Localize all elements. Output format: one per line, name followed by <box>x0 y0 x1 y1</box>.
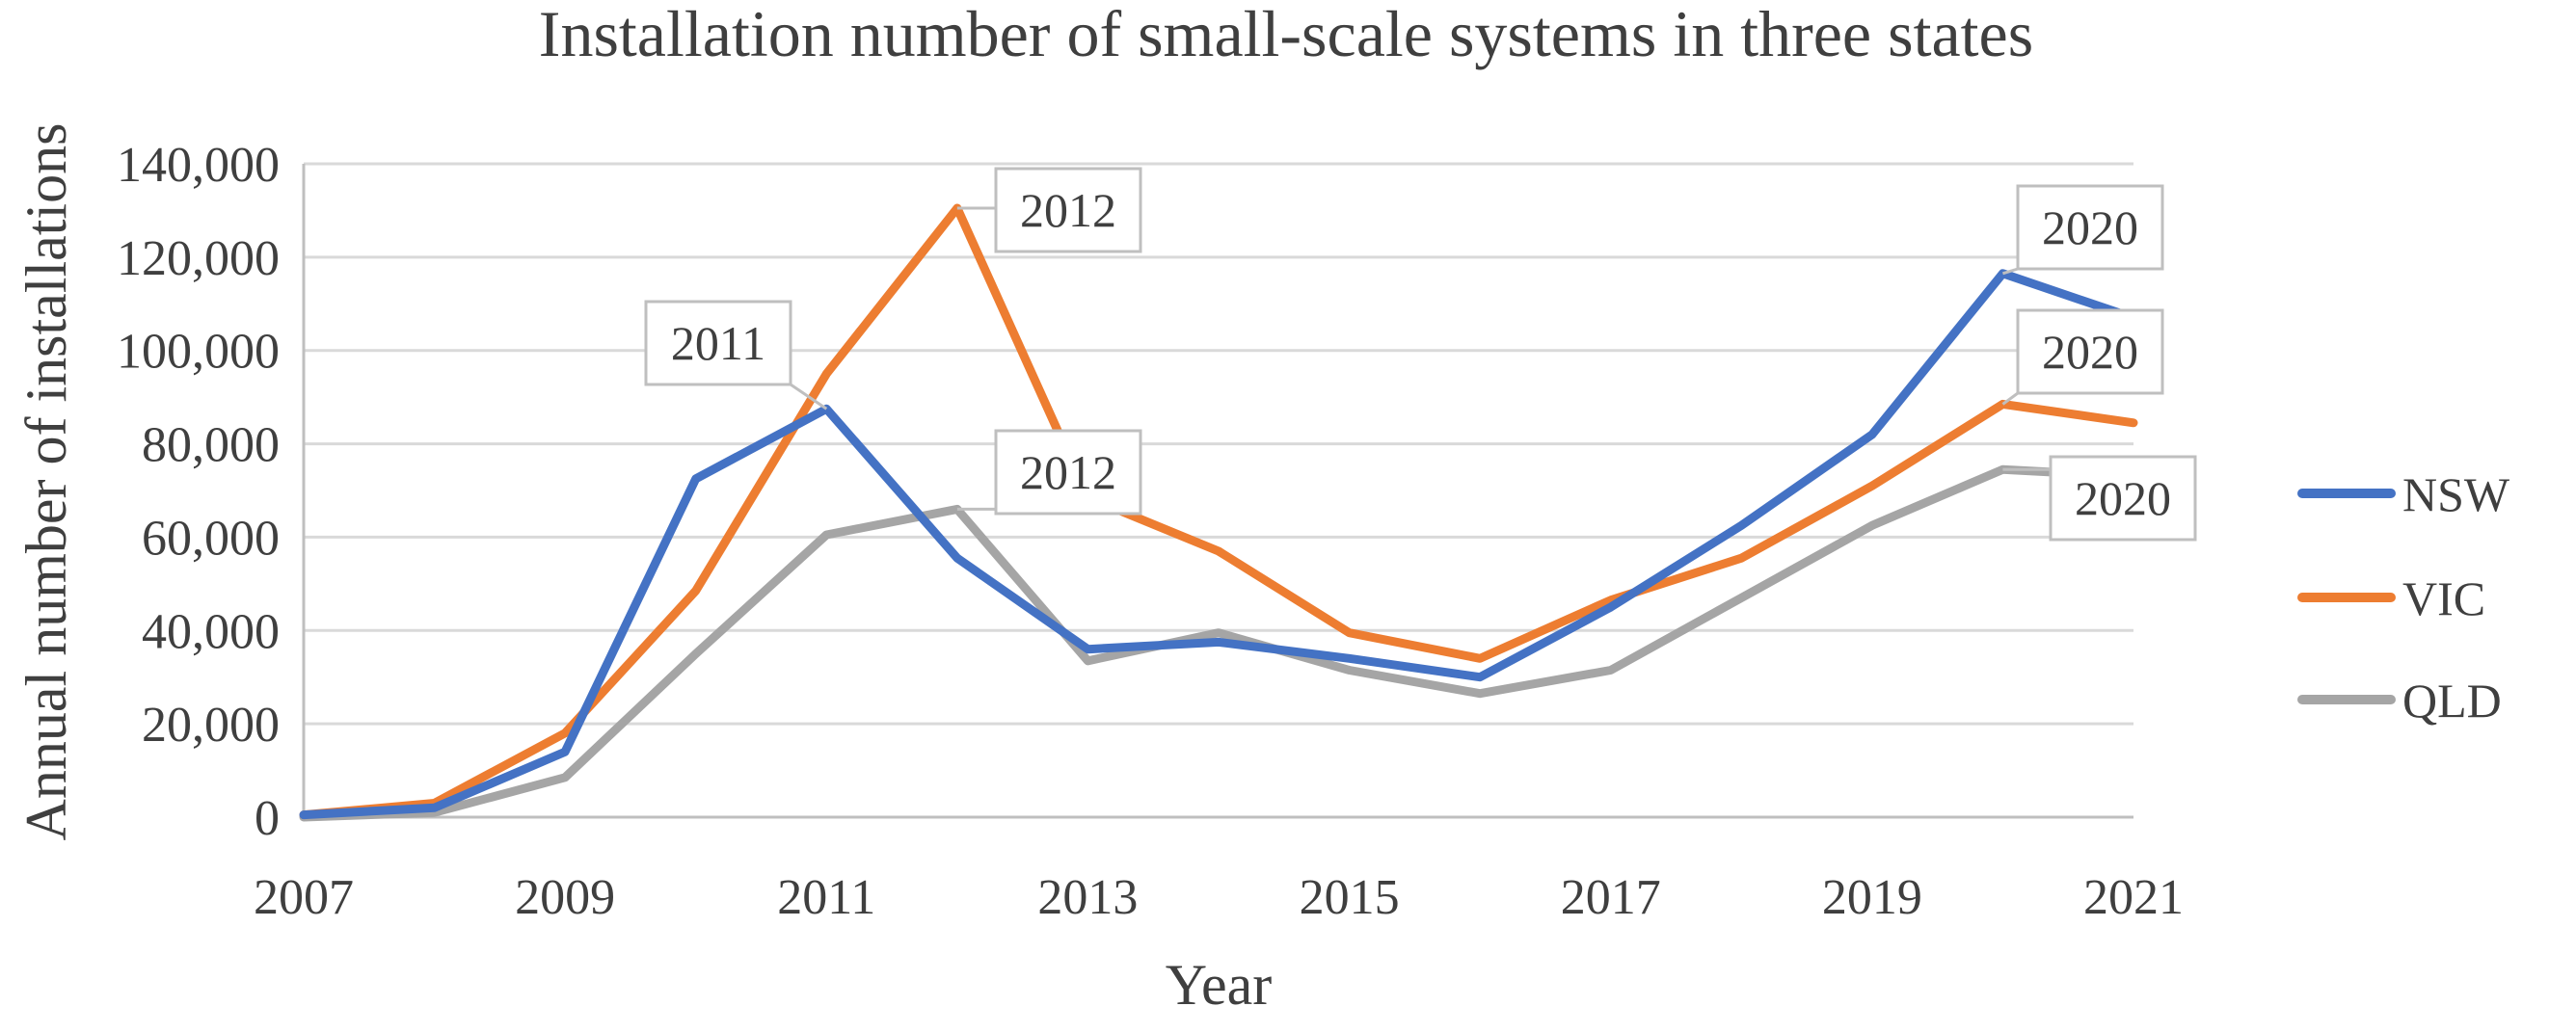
series-line-vic <box>299 203 2138 820</box>
x-tick-label: 2011 <box>777 870 875 925</box>
callout-leader <box>2001 391 2019 406</box>
callout-label: 2020 <box>2042 325 2138 379</box>
callout-box <box>2016 308 2164 395</box>
callout-label: 2012 <box>1020 445 1116 499</box>
callout-leader <box>790 383 828 411</box>
y-tick-label: 120,000 <box>117 231 280 286</box>
callout-label: 2012 <box>1020 183 1116 237</box>
y-tick-label: 140,000 <box>117 138 280 193</box>
data-callouts: 2012 2011 2012 2020 2020 2020 <box>644 167 2197 542</box>
series-line-qld <box>299 464 2138 822</box>
y-tick-label: 40,000 <box>142 604 280 659</box>
callout-label: 2020 <box>2075 471 2171 525</box>
y-tick-label: 60,000 <box>142 511 280 566</box>
y-tick-label: 20,000 <box>142 698 280 753</box>
legend-label-vic: VIC <box>2402 571 2485 625</box>
x-tick-label: 2009 <box>515 870 615 925</box>
legend-label-nsw: NSW <box>2402 467 2510 521</box>
y-tick-label: 0 <box>255 791 280 846</box>
x-axis-title: Year <box>1166 953 1273 1017</box>
x-tick-label: 2017 <box>1561 870 1661 925</box>
x-tick-label: 2015 <box>1300 870 1400 925</box>
x-tick-label: 2021 <box>2083 870 2184 925</box>
x-tick-label: 2007 <box>254 870 354 925</box>
chart-title: Installation number of small-scale syste… <box>539 0 2033 70</box>
y-axis-title: Annual number of installations <box>14 123 78 841</box>
callout-label: 2020 <box>2042 200 2138 254</box>
callout-box <box>994 167 1142 253</box>
y-tick-label: 100,000 <box>117 325 280 380</box>
callout-leader <box>2001 267 2019 276</box>
callout-label: 2011 <box>671 316 765 370</box>
series-lines <box>299 203 2138 822</box>
x-tick-label: 2019 <box>1822 870 1922 925</box>
axes: 0 20,000 40,000 60,000 80,000 100,000 120,000 1… <box>117 138 2184 925</box>
legend-label-qld: QLD <box>2402 674 2502 728</box>
callout-box <box>994 429 1142 516</box>
callout-box <box>2049 455 2197 542</box>
callout-box <box>2016 184 2164 271</box>
legend: NSW VIC QLD <box>2297 467 2510 728</box>
callout-box <box>644 300 792 386</box>
y-tick-label: 80,000 <box>142 418 280 473</box>
gridlines <box>304 162 2133 726</box>
x-tick-label: 2013 <box>1037 870 1138 925</box>
series-line-nsw <box>299 269 2138 820</box>
